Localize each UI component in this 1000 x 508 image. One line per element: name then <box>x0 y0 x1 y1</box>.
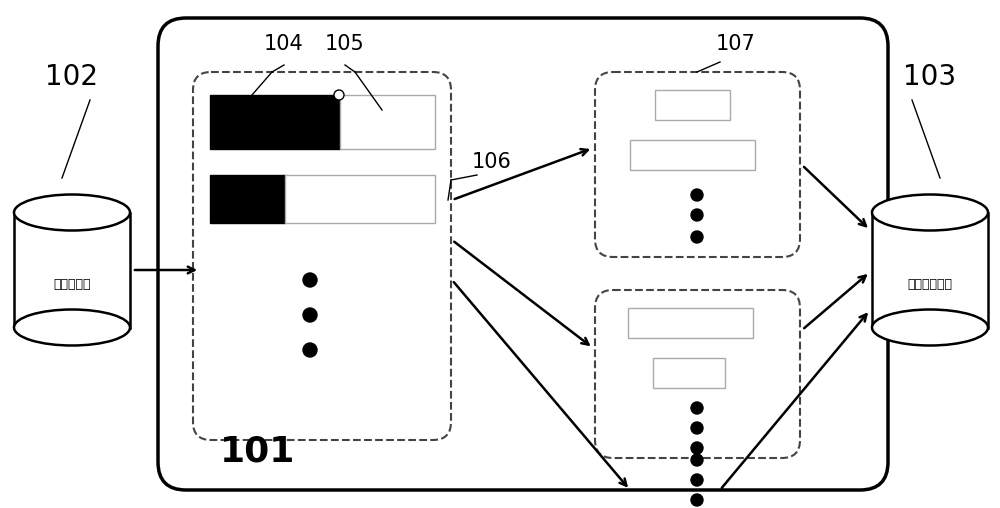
Text: 105: 105 <box>325 34 365 54</box>
Ellipse shape <box>14 309 130 345</box>
Bar <box>210 175 285 223</box>
Text: 101: 101 <box>220 434 295 468</box>
Bar <box>14 212 130 328</box>
Text: 102: 102 <box>46 63 98 91</box>
Ellipse shape <box>14 195 130 231</box>
Bar <box>285 175 435 223</box>
Circle shape <box>691 402 703 414</box>
Circle shape <box>303 273 317 287</box>
Circle shape <box>691 442 703 454</box>
Circle shape <box>303 343 317 357</box>
Text: 104: 104 <box>264 34 304 54</box>
Bar <box>653 358 725 388</box>
Bar <box>872 212 988 328</box>
Bar <box>210 95 340 149</box>
Circle shape <box>691 494 703 506</box>
Circle shape <box>691 231 703 243</box>
FancyBboxPatch shape <box>158 18 888 490</box>
Bar <box>628 308 753 338</box>
Ellipse shape <box>872 195 988 231</box>
FancyBboxPatch shape <box>595 290 800 458</box>
Text: 106: 106 <box>472 152 512 172</box>
Circle shape <box>334 90 344 100</box>
Text: 103: 103 <box>903 63 957 91</box>
Bar <box>340 95 435 149</box>
Bar <box>630 140 755 170</box>
Circle shape <box>691 422 703 434</box>
Ellipse shape <box>872 309 988 345</box>
FancyBboxPatch shape <box>595 72 800 257</box>
Circle shape <box>691 474 703 486</box>
FancyBboxPatch shape <box>193 72 451 440</box>
Text: 源端数据库: 源端数据库 <box>53 278 91 292</box>
Circle shape <box>691 209 703 221</box>
Text: 待同步数据库: 待同步数据库 <box>908 278 952 292</box>
Text: 107: 107 <box>716 34 756 54</box>
Circle shape <box>303 308 317 322</box>
Bar <box>655 90 730 120</box>
Circle shape <box>691 454 703 466</box>
Circle shape <box>691 189 703 201</box>
